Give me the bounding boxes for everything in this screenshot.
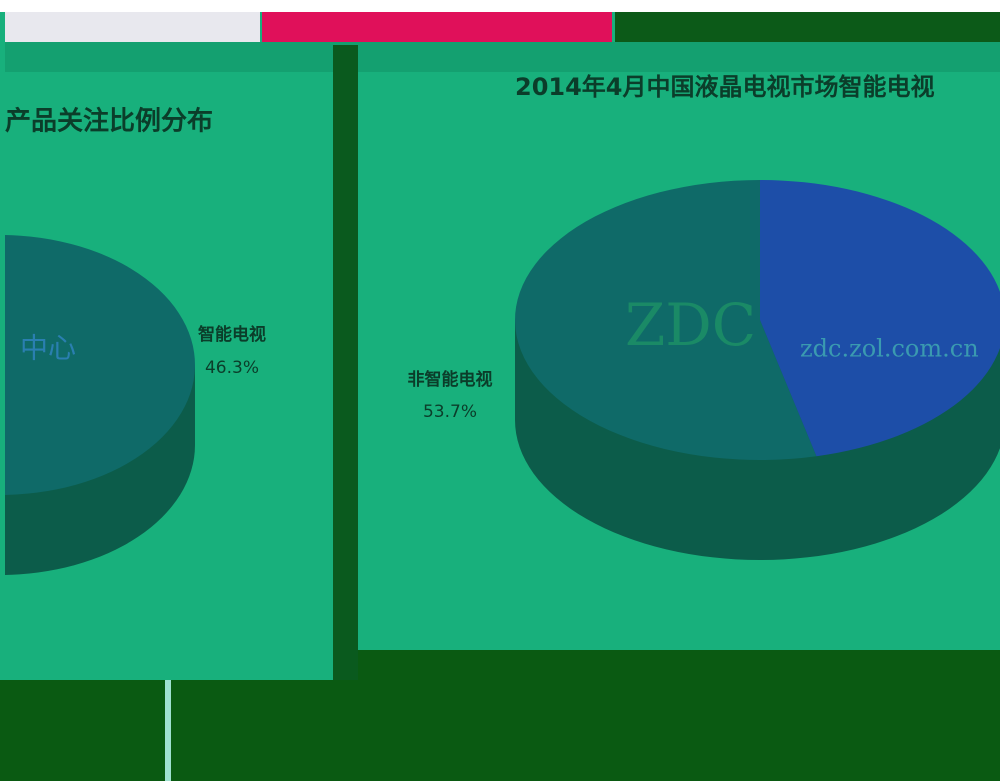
pie-slice xyxy=(515,180,817,460)
top-strip xyxy=(0,0,1000,12)
scrollbar xyxy=(165,680,171,781)
chart-left: 中心 智能电视 46.3% 产品关注比例分布 xyxy=(5,106,266,575)
tab-bar xyxy=(262,12,612,42)
slice-label: 非智能电视 xyxy=(408,369,493,390)
bottom-bar xyxy=(358,650,1000,680)
watermark: 中心 xyxy=(20,332,76,365)
toolbar xyxy=(5,42,1000,72)
pie-slice xyxy=(5,235,195,495)
value-label: 46.3% xyxy=(205,358,259,378)
tab-bar xyxy=(615,12,1000,42)
watermark: zdc.zol.com.cn xyxy=(800,335,979,363)
chart-right: ZDC zdc.zol.com.cn 非智能电视 53.7% 2014年4月中国液晶电视… xyxy=(408,73,1000,560)
watermark: ZDC xyxy=(625,291,756,359)
chart-title: 产品关注比例分布 xyxy=(5,106,213,137)
tab-bar xyxy=(5,12,260,42)
pie-slice xyxy=(760,180,1000,457)
footer xyxy=(0,680,1000,781)
chart-title: 2014年4月中国液晶电视市场智能电视 xyxy=(515,73,935,101)
slice-label: 智能电视 xyxy=(198,324,266,345)
value-label: 53.7% xyxy=(423,402,477,422)
divider xyxy=(333,45,358,680)
